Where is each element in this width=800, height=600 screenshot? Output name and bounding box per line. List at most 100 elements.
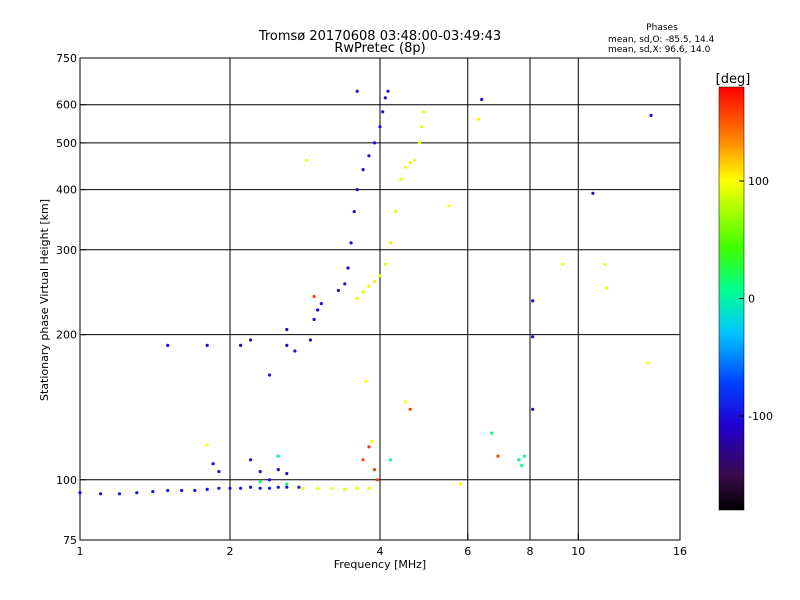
data-point [276, 468, 280, 472]
data-point [285, 327, 289, 332]
data-point [166, 343, 170, 347]
data-point [249, 338, 253, 342]
data-point [355, 296, 359, 300]
data-point [420, 125, 424, 129]
phases-o-stats: mean, sd,O: -85.5, 14.4 [608, 35, 715, 45]
data-point [330, 486, 334, 490]
y-axis-label: Stationary phase Virtual Height [km] [38, 199, 51, 401]
data-point [496, 454, 500, 458]
data-point [394, 210, 398, 214]
y-tick-label: 300 [56, 244, 77, 257]
data-point [561, 262, 565, 266]
data-point [99, 492, 103, 496]
data-point [249, 458, 253, 462]
data-point [370, 440, 374, 444]
x-tick-label: 1 [77, 545, 84, 558]
phases-x-stats: mean, sd,X: 96.6, 14.0 [608, 45, 711, 55]
data-point [372, 279, 377, 283]
axis-ticks: 1 2 4 6 8 10 16 75 100 200 300 400 500 600 750 [56, 52, 687, 558]
data-point [312, 317, 316, 322]
data-point [180, 488, 184, 493]
data-point [367, 154, 371, 158]
data-point [349, 241, 353, 245]
data-point [591, 191, 595, 195]
y-tick-label: 600 [56, 99, 77, 112]
data-point [476, 117, 480, 121]
data-point [217, 470, 221, 474]
colorbar-tick-label: 0 [748, 293, 755, 306]
data-point [276, 454, 280, 458]
data-point [211, 462, 215, 466]
x-tick-label: 6 [464, 545, 471, 558]
grid-lines [80, 58, 680, 540]
chart-subtitle: RwPretec (8p) [334, 41, 425, 56]
data-point [646, 361, 650, 365]
data-point [413, 158, 417, 162]
colorbar-tick-label: -100 [748, 410, 773, 423]
chart-title: Tromsø 20170608 03:48:00-03:49:43 [258, 29, 501, 44]
data-point [372, 468, 377, 472]
colorbar-ticks: 100 0 -100 [739, 175, 773, 423]
data-point [205, 443, 209, 447]
data-point [285, 482, 289, 486]
data-point [346, 266, 350, 270]
data-point [205, 487, 209, 491]
data-point [367, 284, 371, 288]
data-point [316, 308, 320, 312]
x-tick-label: 8 [527, 545, 534, 558]
data-point [447, 204, 451, 208]
data-point [361, 458, 365, 462]
data-point [361, 290, 365, 294]
data-point [343, 282, 347, 286]
data-point [408, 161, 412, 165]
y-tick-label: 400 [56, 184, 77, 197]
data-point [408, 407, 412, 411]
data-point [378, 125, 382, 129]
x-tick-label: 10 [571, 545, 585, 558]
data-point [78, 491, 82, 495]
data-point [517, 458, 521, 462]
colorbar-tick-label: 100 [748, 175, 769, 188]
data-point [355, 188, 359, 192]
data-point [285, 485, 289, 489]
x-axis-label: Frequency [MHz] [334, 558, 426, 571]
data-point [319, 302, 323, 306]
data-point [364, 379, 368, 383]
data-point [383, 262, 387, 266]
data-point [308, 338, 312, 342]
data-point [267, 478, 272, 482]
data-point [166, 488, 170, 493]
data-point [193, 488, 197, 493]
data-point [239, 486, 243, 490]
data-point [649, 113, 653, 117]
data-point [361, 168, 365, 172]
data-point [352, 210, 356, 214]
data-points [78, 89, 653, 496]
data-point [389, 458, 393, 462]
data-point [389, 241, 393, 245]
colorbar-label: [deg] [716, 72, 751, 87]
data-point [301, 486, 305, 490]
data-point [258, 480, 262, 484]
data-point [228, 486, 232, 490]
data-point [403, 165, 408, 169]
y-tick-label: 200 [56, 329, 77, 342]
data-point [531, 335, 535, 339]
data-point [258, 470, 262, 474]
data-point [316, 486, 320, 490]
data-point [285, 472, 289, 476]
data-point [285, 343, 289, 347]
data-point [531, 407, 535, 411]
data-point [367, 486, 371, 490]
data-point [603, 262, 607, 266]
data-point [386, 89, 390, 93]
data-point [258, 486, 262, 490]
x-tick-label: 2 [227, 545, 234, 558]
data-point [490, 431, 494, 435]
data-point [239, 343, 243, 347]
data-point [151, 490, 155, 494]
x-tick-label: 16 [673, 545, 687, 558]
data-point [343, 487, 347, 491]
data-point [417, 141, 422, 145]
